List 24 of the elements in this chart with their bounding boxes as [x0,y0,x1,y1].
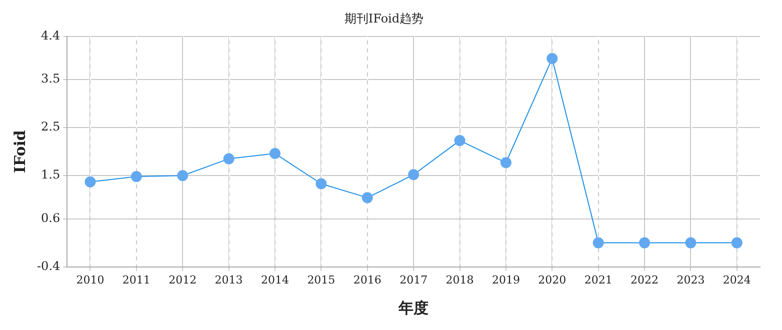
x-tick-label: 2017 [400,273,428,286]
chart-title: 期刊IFoid趋势 [344,11,424,26]
y-tick-label: 4.4 [41,28,60,43]
x-tick-label: 2011 [122,273,150,286]
x-axis-title: 年度 [398,298,429,317]
y-tick-label: 2.5 [41,120,60,134]
x-tick-label: 2010 [76,273,104,286]
y-axis-title: IFoid [10,130,29,174]
y-tick-label: 1.5 [41,168,60,182]
x-tick-label: 2020 [538,273,566,286]
x-tick-label: 2014 [260,273,289,286]
x-tick-label: 2013 [214,273,243,286]
x-tick-label: 2021 [584,273,612,286]
y-tick-label: -0.4 [37,258,60,273]
x-tick-label: 2022 [630,273,659,286]
y-tick-label: 3.5 [41,72,60,86]
x-tick-label: 2015 [307,273,336,286]
x-tick-label: 2024 [722,273,751,286]
y-tick-label: 0.6 [41,210,60,225]
x-tick-label: 2019 [492,273,520,286]
x-tick-label: 2018 [446,273,474,286]
x-tick-label: 2023 [676,273,705,286]
x-tick-label: 2012 [168,273,197,286]
x-tick-label: 2016 [353,273,382,286]
